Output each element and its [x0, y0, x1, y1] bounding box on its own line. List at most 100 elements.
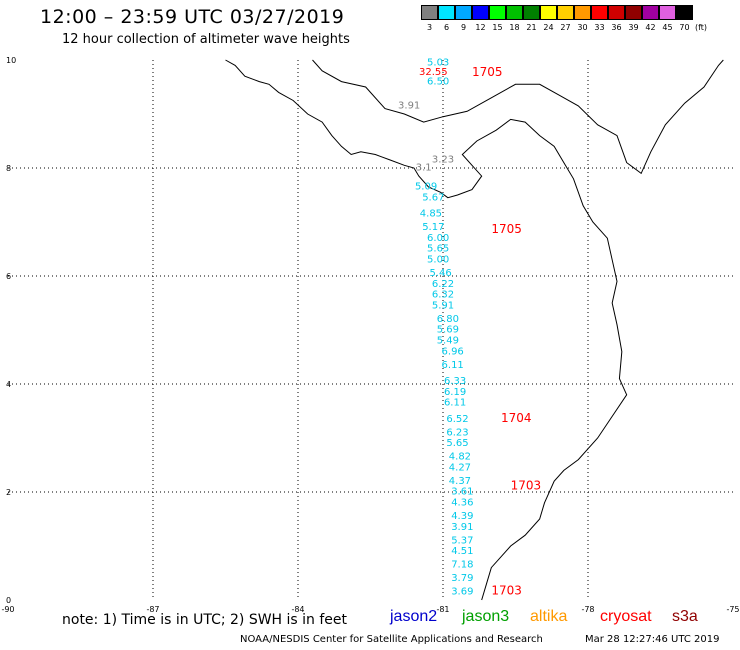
y-tick-label: 10	[6, 56, 16, 65]
wave-height-label: 4.39	[451, 511, 473, 522]
wave-height-label: 5.67	[422, 192, 444, 203]
x-tick-label: -90	[1, 605, 14, 614]
wave-height-label: 5.49	[437, 336, 459, 347]
wave-height-label: 32.55	[419, 67, 448, 78]
legend-label: 42	[645, 23, 656, 32]
wave-height-label: 6.32	[432, 290, 454, 301]
legend-swatch	[590, 5, 608, 20]
wave-height-label: 6.23	[446, 427, 468, 438]
legend-swatch	[573, 5, 591, 20]
satellite-jason2: jason2	[390, 608, 438, 625]
legend-label: 3	[426, 23, 433, 32]
legend-swatch	[556, 5, 574, 20]
wave-height-label: 3.61	[451, 487, 473, 498]
x-tick-label: -75	[726, 605, 739, 614]
wave-height-label: 4.51	[451, 546, 473, 557]
legend-swatch	[658, 5, 676, 20]
legend-swatch	[454, 5, 472, 20]
wave-height-label: 7.18	[451, 560, 473, 571]
x-tick-label: -81	[436, 605, 449, 614]
wave-height-label: 6.96	[442, 346, 464, 357]
legend-swatch	[471, 5, 489, 20]
x-tick-label: -84	[291, 605, 304, 614]
legend-label: 27	[560, 23, 571, 32]
coastline-pacific	[225, 59, 628, 601]
wave-height-label: 3.69	[451, 587, 473, 598]
generated-timestamp: Mar 28 12:27:46 UTC 2019	[585, 634, 720, 645]
page-title: 12:00 – 23:59 UTC 03/27/2019	[40, 6, 345, 28]
legend-bin: 21	[522, 5, 540, 32]
legend-swatch	[607, 5, 625, 20]
legend-bin: 6	[437, 5, 455, 32]
wave-height-label: 4.37	[449, 476, 471, 487]
wave-height-label: 6.52	[446, 414, 468, 425]
wave-height-label: 5.03	[427, 57, 449, 68]
wave-height-label: 3.91	[451, 522, 473, 533]
legend-swatch	[624, 5, 642, 20]
legend-swatch	[505, 5, 523, 20]
legend-label: 6	[443, 23, 450, 32]
y-tick-label: 0	[6, 596, 11, 605]
legend-label: 12	[475, 23, 486, 32]
wave-height-label: 6.00	[427, 233, 449, 244]
wave-height-label: 5.91	[432, 300, 454, 311]
legend-bin: 24	[539, 5, 557, 32]
legend-label: 45	[662, 23, 673, 32]
wave-height-label: 5.65	[446, 438, 468, 449]
legend-bin: 70	[675, 5, 693, 32]
pass-time-label: 1703	[491, 584, 522, 598]
legend-label: 18	[509, 23, 520, 32]
legend-bin: 42	[641, 5, 659, 32]
wave-height-label: 4.82	[449, 452, 471, 463]
legend-label: 39	[628, 23, 639, 32]
legend-bin: 30	[573, 5, 591, 32]
legend-bin: 18	[505, 5, 523, 32]
wave-height-label: 5.00	[427, 255, 449, 266]
y-tick-label: 8	[6, 164, 11, 173]
wave-height-label: 3.79	[451, 573, 473, 584]
legend-bin: 36	[607, 5, 625, 32]
color-legend: 3 6 9 12 15 18 21 24 27 30 33 36 39 42 45 70 (ft)	[420, 5, 708, 32]
wave-height-label: 5.69	[437, 325, 459, 336]
wave-height-label: 3.23	[432, 155, 454, 166]
legend-bin: 45	[658, 5, 676, 32]
wave-height-label: 6.80	[437, 314, 459, 325]
legend-bin: 33	[590, 5, 608, 32]
page-subtitle: 12 hour collection of altimeter wave hei…	[62, 32, 350, 47]
legend-swatch	[522, 5, 540, 20]
legend-swatch	[675, 5, 693, 20]
legend-bin: 27	[556, 5, 574, 32]
pass-time-label: 1705	[472, 65, 503, 79]
wave-height-label: 5.37	[451, 535, 473, 546]
wave-height-label: 5.65	[427, 244, 449, 255]
pass-time-label: 1705	[491, 222, 522, 236]
legend-label: 36	[611, 23, 622, 32]
legend-swatch	[539, 5, 557, 20]
legend-swatch	[488, 5, 506, 20]
pass-time-label: 1703	[511, 478, 542, 492]
satellite-cryosat: cryosat	[600, 608, 652, 625]
legend-bin: 9	[454, 5, 472, 32]
satellite-altika: altika	[530, 608, 568, 625]
credit-text: NOAA/NESDIS Center for Satellite Applica…	[240, 634, 543, 645]
wave-height-label: 6.11	[442, 360, 464, 371]
legend-bin: 12	[471, 5, 489, 32]
wave-height-label: 3.91	[398, 101, 420, 112]
legend-label: 9	[460, 23, 467, 32]
wave-height-label: 6.22	[432, 279, 454, 290]
legend-label: 70	[679, 23, 690, 32]
legend-bin: 15	[488, 5, 506, 32]
legend-swatch	[420, 5, 438, 20]
wave-height-label: 6.50	[427, 76, 449, 87]
legend-label: 15	[492, 23, 503, 32]
wave-height-label: 4.27	[449, 462, 471, 473]
wave-height-label: 5.17	[422, 222, 444, 233]
wave-height-label: 4.85	[420, 209, 442, 220]
legend-label: 21	[526, 23, 537, 32]
wave-height-label: 5.46	[429, 268, 451, 279]
legend-label: 24	[543, 23, 554, 32]
legend-units: (ft)	[695, 23, 708, 32]
y-tick-label: 4	[6, 380, 11, 389]
legend-label: 30	[577, 23, 588, 32]
